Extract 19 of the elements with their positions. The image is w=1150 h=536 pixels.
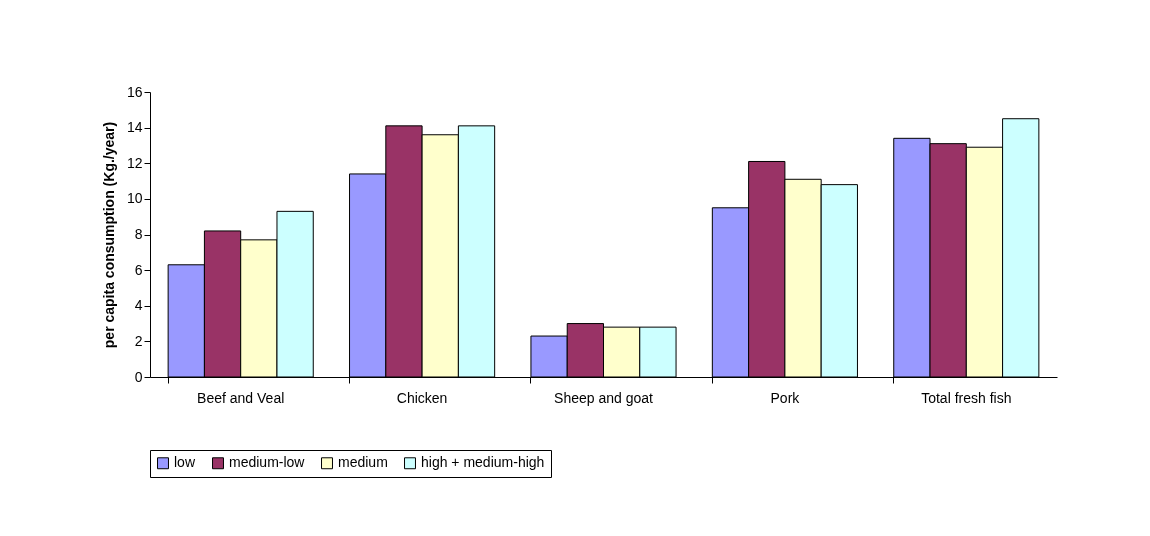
y-tick-label: 14 [126, 119, 143, 136]
y-tick-label: 12 [126, 154, 143, 171]
y-tick-label: 10 [126, 190, 143, 207]
y-tick-label: 0 [134, 368, 143, 385]
legend-label: high + medium-high [421, 454, 545, 471]
y-tick-label: 8 [134, 226, 143, 242]
x-tick-label: Pork [770, 389, 801, 406]
legend-label: medium-low [229, 454, 306, 471]
x-tick-label: Total fresh fish [921, 389, 1012, 406]
legend-label: low [174, 454, 196, 471]
y-axis-title: per capita consumption (Kg./year) [100, 121, 117, 349]
legend-label: medium [338, 454, 388, 471]
x-tick-label: Chicken [396, 389, 448, 406]
x-tick-label: Beef and Veal [197, 389, 285, 406]
x-tick-label: Sheep and goat [554, 389, 654, 406]
y-tick-label: 16 [126, 83, 143, 100]
y-tick-label: 6 [134, 261, 143, 278]
y-tick-label: 4 [134, 297, 143, 314]
y-tick-label: 2 [134, 332, 143, 349]
